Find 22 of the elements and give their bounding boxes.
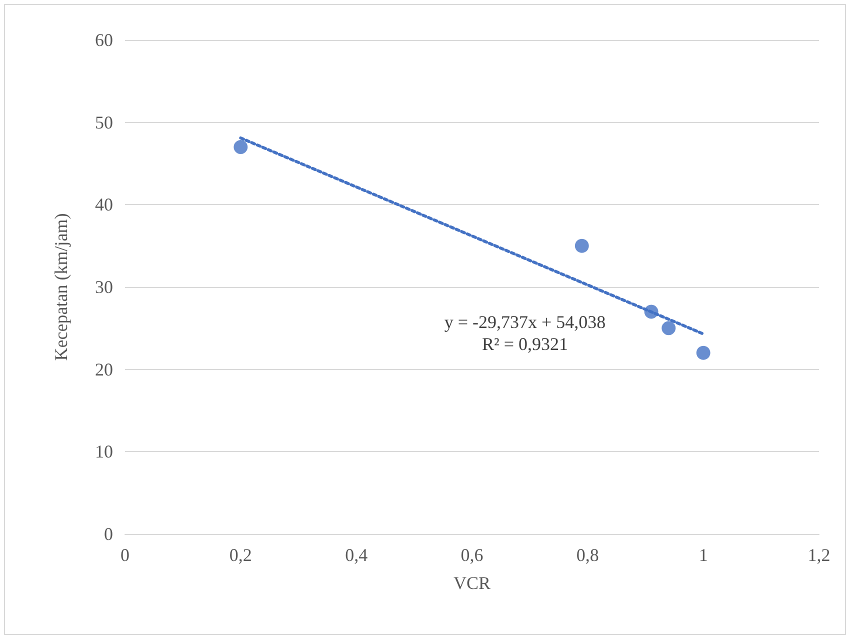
x-tick-label: 0,6 [460, 545, 484, 565]
point [644, 304, 658, 319]
y-tick-label: 10 [95, 442, 113, 462]
x-tick-label: 1 [698, 545, 708, 565]
x-axis-title: VCR [453, 573, 491, 593]
x-tick-label: 0,4 [345, 545, 368, 565]
point [662, 321, 676, 336]
y-axis-title: Kecepatan (km/jam) [51, 213, 71, 361]
y-tick-label: 20 [95, 359, 113, 380]
y-tick-label: 50 [95, 112, 113, 132]
y-tick-label: 0 [104, 524, 113, 544]
point [574, 238, 589, 253]
x-tick-label: 0,2 [229, 545, 252, 565]
point [234, 140, 248, 154]
y-tick-label: 60 [95, 30, 113, 50]
y-tick-label: 30 [95, 277, 113, 297]
x-tick-label: 1,2 [808, 545, 830, 565]
x-tick-label: 0 [120, 545, 130, 565]
y-tick-label: 40 [95, 194, 113, 215]
point [696, 346, 710, 360]
x-tick-label: 0,8 [576, 545, 599, 565]
annotation: y = -29,737x + 54,038 R² = 0,9321 [444, 312, 606, 354]
